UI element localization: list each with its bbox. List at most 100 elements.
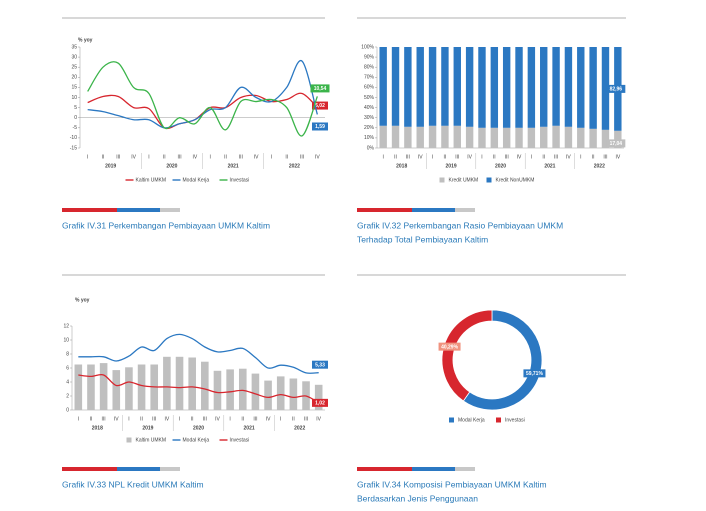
x-tick-label: I — [271, 154, 272, 160]
bar — [564, 126, 573, 148]
x-tick-label: I — [432, 154, 433, 160]
bar — [188, 357, 196, 410]
year-label: 2022 — [289, 163, 300, 169]
legend-swatch — [439, 177, 445, 183]
value-label: 82,96 — [610, 87, 623, 93]
value-label: 59,71% — [526, 371, 544, 377]
year-label: 2020 — [166, 163, 177, 169]
chart-caption: Grafik IV.34 Komposisi Pembiayaan UMKM K… — [357, 479, 547, 489]
year-label: 2022 — [594, 163, 605, 169]
y-tick-label: -10 — [70, 135, 77, 141]
bar — [589, 128, 597, 148]
x-tick-label: I — [481, 154, 482, 160]
legend-label: Investasi — [230, 437, 250, 443]
value-label: 40,29% — [441, 344, 459, 350]
bar — [264, 380, 272, 410]
y-tick-label: 10 — [71, 95, 77, 101]
bar — [465, 126, 474, 148]
x-tick-label: II — [90, 416, 93, 422]
bar — [577, 127, 585, 148]
y-tick-label: 35 — [71, 44, 77, 50]
x-tick-label: IV — [266, 416, 271, 422]
value-label-box — [312, 101, 328, 110]
y-tick-label: 0% — [367, 145, 375, 151]
year-label: 2018 — [396, 163, 407, 169]
y-tick-label: 10% — [364, 135, 375, 141]
bar — [404, 126, 412, 148]
legend-label: Kaltim UMKM — [136, 437, 167, 443]
stripe — [357, 467, 412, 471]
x-tick-label: III — [152, 416, 156, 422]
y-tick-label: 20 — [71, 75, 77, 81]
x-tick-label: IV — [131, 154, 136, 160]
value-label: 1,59 — [315, 124, 325, 130]
bar — [391, 125, 400, 148]
bar — [540, 126, 548, 148]
x-tick-label: I — [78, 416, 79, 422]
bar — [515, 127, 523, 148]
x-tick-label: IV — [467, 154, 472, 160]
y-tick-label: -5 — [73, 125, 78, 131]
x-tick-label: III — [102, 416, 106, 422]
bar — [441, 47, 449, 126]
bar — [527, 127, 536, 148]
bar — [416, 126, 424, 148]
x-tick-label: III — [455, 154, 459, 160]
x-tick-label: I — [531, 154, 532, 160]
bar — [137, 364, 146, 410]
value-label-box — [523, 369, 546, 378]
x-tick-label: IV — [315, 154, 320, 160]
x-tick-label: III — [300, 154, 304, 160]
bar — [441, 125, 449, 148]
bar — [404, 47, 412, 127]
bar — [552, 47, 560, 126]
bar — [465, 47, 474, 127]
y-tick-label: 5 — [74, 105, 77, 111]
chart-caption: Berdasarkan Jenis Penggunaan — [357, 493, 478, 503]
x-tick-label: IV — [254, 154, 259, 160]
bar — [238, 368, 247, 410]
bar — [428, 47, 437, 126]
stripe — [160, 208, 180, 212]
y-tick-label: 80% — [364, 65, 375, 71]
x-tick-label: II — [592, 154, 595, 160]
bar — [515, 47, 523, 128]
chart-caption: Terhadap Total Pembiayaan Kaltim — [357, 234, 488, 244]
bar — [478, 47, 486, 128]
y-tick-label: 2 — [66, 393, 69, 399]
bar — [453, 125, 461, 148]
y-tick-label: 12 — [63, 323, 69, 329]
legend-label: Kredit NonUMKM — [496, 177, 535, 183]
year-label: 2022 — [294, 425, 305, 431]
separators — [62, 17, 626, 276]
x-tick-label: I — [580, 154, 581, 160]
legend-label: Investasi — [505, 417, 525, 423]
x-tick-label: II — [224, 154, 227, 160]
x-tick-label: II — [241, 416, 244, 422]
x-tick-label: II — [140, 416, 143, 422]
stripe — [412, 467, 455, 471]
stripe — [117, 467, 160, 471]
year-label: 2021 — [244, 425, 255, 431]
bar — [314, 384, 323, 410]
x-tick-label: II — [191, 416, 194, 422]
year-label: 2019 — [446, 163, 457, 169]
value-label-box — [312, 360, 328, 369]
y-tick-label: 50% — [364, 95, 375, 101]
y-axis-label: % yoy — [78, 37, 93, 43]
bar — [490, 47, 499, 128]
stripe — [455, 467, 475, 471]
bar — [478, 127, 486, 148]
legend-label: Investasi — [230, 177, 250, 183]
chart: Grafik IV.34 Komposisi Pembiayaan UMKM K… — [357, 309, 547, 503]
y-tick-label: 0 — [74, 115, 77, 121]
bar — [125, 367, 133, 410]
value-label-box — [606, 84, 626, 93]
line-series — [87, 92, 318, 130]
legend-swatch — [486, 177, 492, 183]
value-label-box — [438, 342, 461, 351]
x-tick-label: IV — [215, 416, 220, 422]
chart: Grafik IV.31 Perkembangan Pembiayaan UMK… — [62, 37, 330, 230]
y-tick-label: 4 — [66, 379, 69, 385]
x-tick-label: II — [292, 416, 295, 422]
